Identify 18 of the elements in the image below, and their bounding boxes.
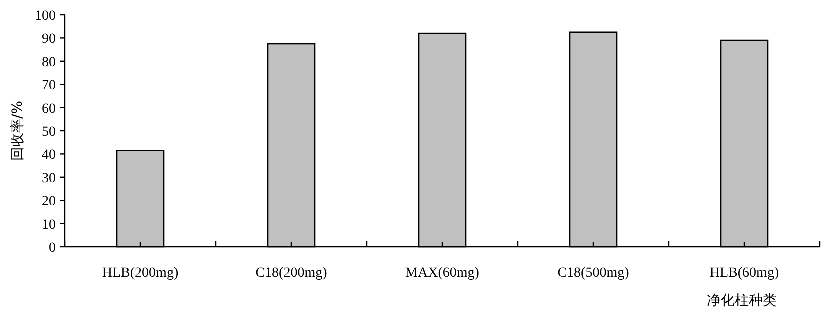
y-tick-label: 10 [42, 218, 56, 233]
x-tick-label: C18(200mg) [256, 266, 328, 281]
x-tick-label: HLB(60mg) [710, 266, 780, 281]
y-tick-label: 80 [42, 55, 56, 70]
y-axis-title: 回收率/% [10, 100, 26, 162]
y-tick-label: 20 [42, 194, 56, 210]
x-tick-label: MAX(60mg) [406, 266, 480, 281]
y-tick-label: 70 [42, 78, 56, 94]
x-tick-label: C18(500mg) [558, 266, 630, 281]
y-tick-label: 0 [49, 241, 56, 256]
y-tick-label: 40 [42, 148, 56, 164]
y-tick-label: 90 [42, 32, 56, 48]
x-axis-title: 净化柱种类 [707, 293, 777, 309]
y-tick-label: 50 [42, 125, 56, 140]
y-tick-label: 30 [42, 171, 56, 186]
y-tick-label: 60 [42, 102, 56, 117]
x-tick-label: HLB(200mg) [102, 266, 179, 281]
y-tick-label: 100 [35, 9, 56, 24]
